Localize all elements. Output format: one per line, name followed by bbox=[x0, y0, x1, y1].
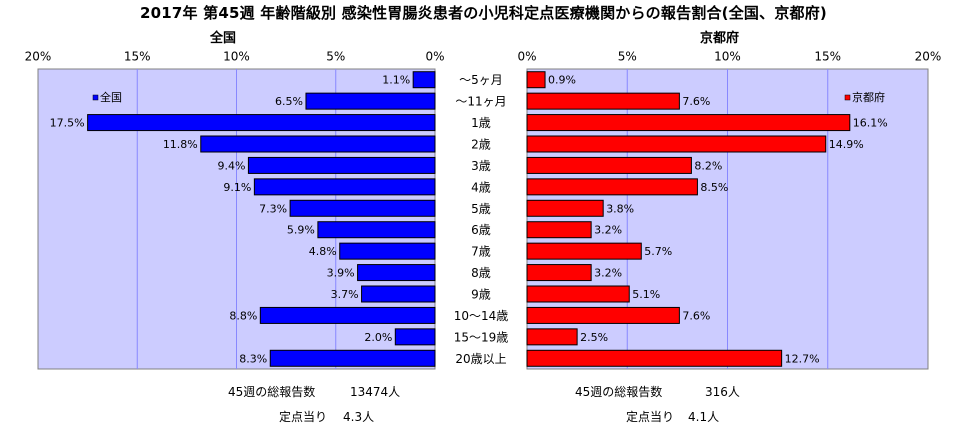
national-data-label: 2.0% bbox=[364, 331, 392, 344]
national-bar bbox=[339, 242, 436, 260]
national-data-label: 1.1% bbox=[382, 74, 410, 87]
kyoto-bar bbox=[526, 349, 783, 367]
national-bar bbox=[394, 328, 436, 346]
category-label: 5歳 bbox=[471, 202, 491, 216]
kyoto-bar bbox=[526, 306, 680, 324]
category-label: 7歳 bbox=[471, 245, 491, 259]
kyoto-panel-title: 京都府 bbox=[700, 31, 740, 46]
national-data-label: 8.3% bbox=[239, 352, 267, 365]
category-label: 8歳 bbox=[471, 266, 491, 280]
kyoto-bar bbox=[526, 114, 851, 132]
kyoto-data-label: 16.1% bbox=[853, 117, 888, 130]
chart-title: 2017年 第45週 年齢階級別 感染性胃腸炎患者の小児科定点医療機関からの報告… bbox=[139, 4, 827, 22]
national-tick-label: 0% bbox=[425, 50, 444, 64]
kyoto-data-label: 2.5% bbox=[580, 331, 608, 344]
category-label: 4歳 bbox=[471, 180, 491, 194]
kyoto-bar bbox=[526, 221, 592, 239]
category-label: 10～14歳 bbox=[454, 309, 509, 323]
kyoto-tick-label: 10% bbox=[714, 50, 741, 64]
kyoto-bar bbox=[526, 92, 680, 110]
national-data-label: 3.7% bbox=[331, 288, 359, 301]
national-data-label: 5.9% bbox=[287, 224, 315, 237]
kyoto-total-value: 316人 bbox=[705, 385, 740, 399]
national-data-label: 7.3% bbox=[259, 202, 287, 215]
kyoto-data-label: 3.8% bbox=[606, 202, 634, 215]
category-label: 3歳 bbox=[471, 159, 491, 173]
national-tick-label: 15% bbox=[124, 50, 151, 64]
kyoto-data-label: 5.1% bbox=[632, 288, 660, 301]
category-label: 15～19歳 bbox=[454, 330, 509, 344]
national-bar bbox=[269, 349, 436, 367]
national-data-label: 17.5% bbox=[50, 117, 85, 130]
category-label: 9歳 bbox=[471, 288, 491, 302]
national-tick-label: 10% bbox=[223, 50, 250, 64]
national-legend-label: 全国 bbox=[100, 90, 122, 104]
national-total-value: 13474人 bbox=[350, 385, 401, 399]
category-label: ～11ヶ月 bbox=[455, 95, 506, 109]
kyoto-data-label: 14.9% bbox=[829, 138, 864, 151]
national-panel-title: 全国 bbox=[210, 31, 237, 46]
kyoto-bar bbox=[526, 178, 698, 196]
national-bar bbox=[357, 264, 436, 282]
kyoto-data-label: 8.2% bbox=[694, 159, 722, 172]
kyoto-tick-label: 20% bbox=[915, 50, 942, 64]
national-bar bbox=[305, 92, 436, 110]
kyoto-legend-swatch bbox=[844, 94, 851, 101]
national-per-site-value: 4.3人 bbox=[343, 410, 375, 424]
national-bar bbox=[361, 285, 436, 303]
kyoto-tick-label: 0% bbox=[517, 50, 536, 64]
kyoto-data-label: 8.5% bbox=[700, 181, 728, 194]
category-label: 6歳 bbox=[471, 223, 491, 237]
category-label: 20歳以上 bbox=[455, 352, 506, 366]
national-bar bbox=[247, 156, 436, 174]
kyoto-bar bbox=[526, 328, 578, 346]
national-bar bbox=[412, 71, 436, 89]
national-data-label: 9.1% bbox=[223, 181, 251, 194]
kyoto-per-site-label: 定点当り bbox=[626, 410, 675, 424]
national-data-label: 9.4% bbox=[217, 159, 245, 172]
kyoto-tick-label: 15% bbox=[814, 50, 841, 64]
kyoto-data-label: 7.6% bbox=[682, 95, 710, 108]
national-bar bbox=[87, 114, 436, 132]
national-data-label: 8.8% bbox=[229, 309, 257, 322]
national-tick-label: 20% bbox=[25, 50, 52, 64]
national-total-label: 45週の総報告数 bbox=[228, 385, 316, 399]
kyoto-tick-label: 5% bbox=[618, 50, 637, 64]
national-bar bbox=[317, 221, 436, 239]
category-label: 1歳 bbox=[471, 116, 491, 130]
kyoto-data-label: 7.6% bbox=[682, 309, 710, 322]
national-legend-swatch bbox=[92, 94, 99, 101]
category-label: 2歳 bbox=[471, 138, 491, 152]
national-bar bbox=[259, 306, 436, 324]
national-data-label: 3.9% bbox=[327, 267, 355, 280]
kyoto-bar bbox=[526, 135, 827, 153]
kyoto-data-label: 3.2% bbox=[594, 267, 622, 280]
kyoto-bar bbox=[526, 242, 642, 260]
kyoto-bar bbox=[526, 199, 604, 217]
kyoto-legend-label: 京都府 bbox=[852, 90, 885, 104]
national-tick-label: 5% bbox=[326, 50, 345, 64]
category-label: ～5ヶ月 bbox=[459, 73, 503, 87]
kyoto-per-site-value: 4.1人 bbox=[688, 410, 720, 424]
kyoto-total-label: 45週の総報告数 bbox=[575, 385, 663, 399]
kyoto-data-label: 0.9% bbox=[548, 74, 576, 87]
kyoto-data-label: 3.2% bbox=[594, 224, 622, 237]
kyoto-data-label: 12.7% bbox=[785, 352, 820, 365]
national-per-site-label: 定点当り bbox=[279, 410, 328, 424]
kyoto-bar bbox=[526, 285, 630, 303]
national-bar bbox=[289, 199, 436, 217]
national-data-label: 4.8% bbox=[309, 245, 337, 258]
kyoto-bar bbox=[526, 156, 692, 174]
kyoto-data-label: 5.7% bbox=[644, 245, 672, 258]
national-bar bbox=[200, 135, 436, 153]
national-data-label: 6.5% bbox=[275, 95, 303, 108]
national-bar bbox=[253, 178, 436, 196]
national-data-label: 11.8% bbox=[163, 138, 198, 151]
kyoto-bar bbox=[526, 71, 546, 89]
kyoto-bar bbox=[526, 264, 592, 282]
